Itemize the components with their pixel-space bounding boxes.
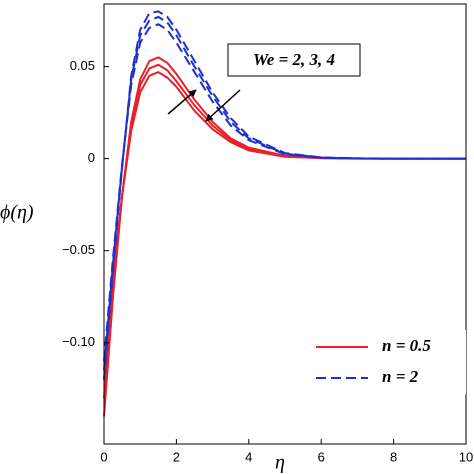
- plot-area: [103, 10, 466, 417]
- x-tick-label: 2: [173, 449, 180, 464]
- y-tick-label: −0.10: [62, 334, 95, 349]
- x-tick-label: 4: [245, 449, 252, 464]
- legend-box: [300, 330, 466, 394]
- line-series: [103, 15, 466, 371]
- arrow: [205, 89, 241, 122]
- legend-label: n = 2: [382, 367, 419, 386]
- y-axis-label: ϕ(η): [0, 202, 34, 224]
- x-tick-label: 8: [390, 449, 397, 464]
- x-tick-label: 10: [459, 449, 473, 464]
- x-tick-label: 0: [100, 449, 107, 464]
- y-tick-label: 0: [88, 150, 95, 165]
- y-tick-label: 0.05: [70, 58, 95, 73]
- y-tick-label: −0.05: [62, 242, 95, 257]
- plot-frame: [103, 3, 467, 445]
- legend-label: n = 0.5: [382, 336, 431, 355]
- x-tick-label: 6: [318, 449, 325, 464]
- arrow: [167, 89, 197, 115]
- x-axis-label: η: [275, 452, 285, 474]
- line-series: [103, 23, 466, 362]
- annotation: We = 2, 3, 4: [253, 50, 335, 69]
- annotation-box: [227, 43, 361, 77]
